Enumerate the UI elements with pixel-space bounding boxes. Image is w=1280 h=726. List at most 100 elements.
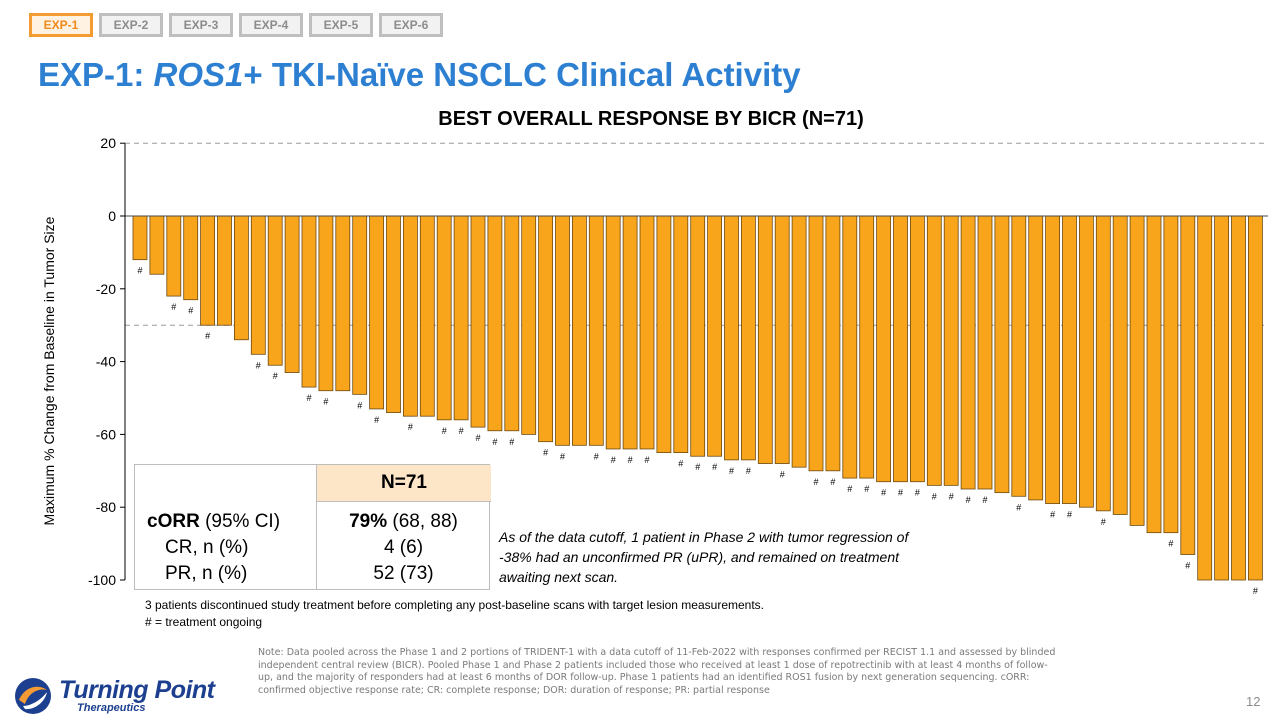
y-tick-label: -20	[96, 281, 116, 297]
response-bar	[707, 215, 722, 457]
response-bar	[673, 215, 689, 454]
response-bar	[504, 215, 520, 432]
ongoing-marker: #	[509, 437, 514, 447]
ongoing-marker: #	[780, 470, 785, 480]
tab-exp-6[interactable]: EXP-6	[379, 13, 443, 37]
y-tick-label: 0	[108, 208, 116, 224]
slide-title-prefix: EXP-1:	[38, 56, 154, 93]
table-row-pr: PR, n (%) 52 (73)	[135, 563, 491, 589]
response-bar	[369, 215, 385, 410]
response-bar	[419, 215, 435, 417]
response-bar	[842, 215, 858, 479]
ongoing-marker: #	[966, 495, 971, 505]
ongoing-marker: #	[323, 397, 328, 407]
y-tick-label: -100	[88, 572, 116, 588]
ongoing-marker: #	[932, 491, 937, 501]
response-bar	[267, 215, 283, 366]
ongoing-marker: #	[205, 331, 210, 341]
response-bar	[724, 215, 739, 461]
response-bar	[538, 215, 553, 443]
ongoing-marker: #	[188, 306, 193, 316]
y-tick-label: -80	[96, 499, 116, 515]
response-table: N=71 cORR (95% CI) 79% (68, 88) CR, n (%…	[134, 464, 491, 590]
table-row-corr: cORR (95% CI) 79% (68, 88)	[135, 511, 491, 537]
tab-exp-3[interactable]: EXP-3	[169, 13, 233, 37]
ongoing-marker: #	[306, 393, 311, 403]
response-bar	[1045, 215, 1060, 504]
table-divider	[316, 502, 317, 590]
ongoing-marker: #	[1101, 517, 1106, 527]
ongoing-marker: #	[594, 451, 599, 461]
response-bar	[1028, 215, 1044, 501]
y-tick-label: -40	[96, 354, 116, 370]
response-bar	[741, 215, 756, 461]
bars: # # # # # # # # # # # # # # # # # # # # # # # # # # # # # # # # # # # # # # # #…	[125, 215, 1268, 596]
ongoing-marker: #	[1185, 561, 1190, 571]
ongoing-marker: #	[628, 455, 633, 465]
response-bar	[352, 215, 368, 395]
response-bar	[1163, 215, 1179, 534]
y-axis: 20 0 -20 -40 -60 -80 -100	[88, 135, 126, 588]
tab-exp-1[interactable]: EXP-1	[29, 13, 93, 37]
tab-exp-4[interactable]: EXP-4	[239, 13, 303, 37]
row-value: 4 (6)	[383, 537, 424, 558]
chart-title: BEST OVERALL RESPONSE BY BICR (N=71)	[438, 108, 863, 130]
row-value: 79% (68, 88)	[316, 511, 491, 533]
row-label: cORR (95% CI)	[147, 511, 280, 533]
ongoing-marker: #	[695, 462, 700, 472]
response-bar	[774, 215, 790, 464]
response-bar	[639, 215, 655, 450]
response-bar	[622, 215, 638, 450]
response-bar	[132, 215, 148, 261]
ongoing-marker: #	[644, 455, 649, 465]
response-bar	[250, 215, 266, 355]
row-value: 52 (73)	[373, 563, 434, 584]
y-tick-label: -60	[96, 426, 116, 442]
row-label-rest: (95% CI)	[199, 511, 281, 532]
response-bar	[217, 215, 232, 326]
ongoing-marker: #	[475, 433, 480, 443]
response-bar	[301, 215, 317, 388]
response-bar	[572, 215, 587, 446]
row-value-bold: 79%	[349, 511, 388, 532]
response-bar	[943, 215, 959, 486]
response-bar	[149, 215, 165, 275]
y-axis-label: Maximum % Change from Baseline in Tumor …	[41, 216, 57, 525]
globe-swirl-icon	[15, 678, 51, 714]
ongoing-marker: #	[813, 477, 818, 487]
response-bar	[521, 215, 537, 435]
ongoing-marker: #	[171, 302, 176, 312]
response-bar	[926, 215, 942, 486]
ongoing-marker: #	[915, 488, 920, 498]
response-bar	[453, 215, 469, 421]
ongoing-marker: #	[1050, 510, 1055, 520]
waterfall-chart: BEST OVERALL RESPONSE BY BICR (N=71) Max…	[41, 108, 1268, 596]
response-bar	[1062, 215, 1077, 504]
ongoing-marker: #	[492, 437, 497, 447]
response-bar	[233, 215, 249, 341]
logo-subtitle: Therapeutics	[77, 702, 146, 714]
ongoing-marker: #	[830, 477, 835, 487]
response-bar	[588, 215, 604, 446]
response-bar	[335, 215, 351, 392]
ongoing-marker: #	[898, 488, 903, 498]
slide-title-gene: ROS1	[153, 56, 244, 93]
ongoing-marker: #	[881, 488, 886, 498]
y-tick-label: 20	[100, 135, 116, 151]
ongoing-marker: #	[374, 415, 379, 425]
response-bar	[1248, 215, 1263, 581]
response-bar	[284, 215, 300, 373]
slide-title-suffix: + TKI-Naïve NSCLC Clinical Activity	[243, 56, 801, 93]
response-bar	[470, 215, 486, 428]
upr-annotation: As of the data cutoff, 1 patient in Phas…	[499, 529, 909, 585]
tab-exp-5[interactable]: EXP-5	[309, 13, 373, 37]
ongoing-marker: #	[459, 426, 464, 436]
study-note: Note: Data pooled across the Phase 1 and…	[258, 647, 1056, 696]
ongoing-marker: #	[560, 451, 565, 461]
logo-name: Turning Point	[59, 676, 215, 704]
tab-exp-2[interactable]: EXP-2	[99, 13, 163, 37]
response-bar	[1011, 215, 1027, 497]
ongoing-marker: #	[1067, 510, 1072, 520]
slide-title: EXP-1: ROS1+ TKI-Naïve NSCLC Clinical Ac…	[38, 56, 801, 94]
response-bar	[825, 215, 841, 472]
